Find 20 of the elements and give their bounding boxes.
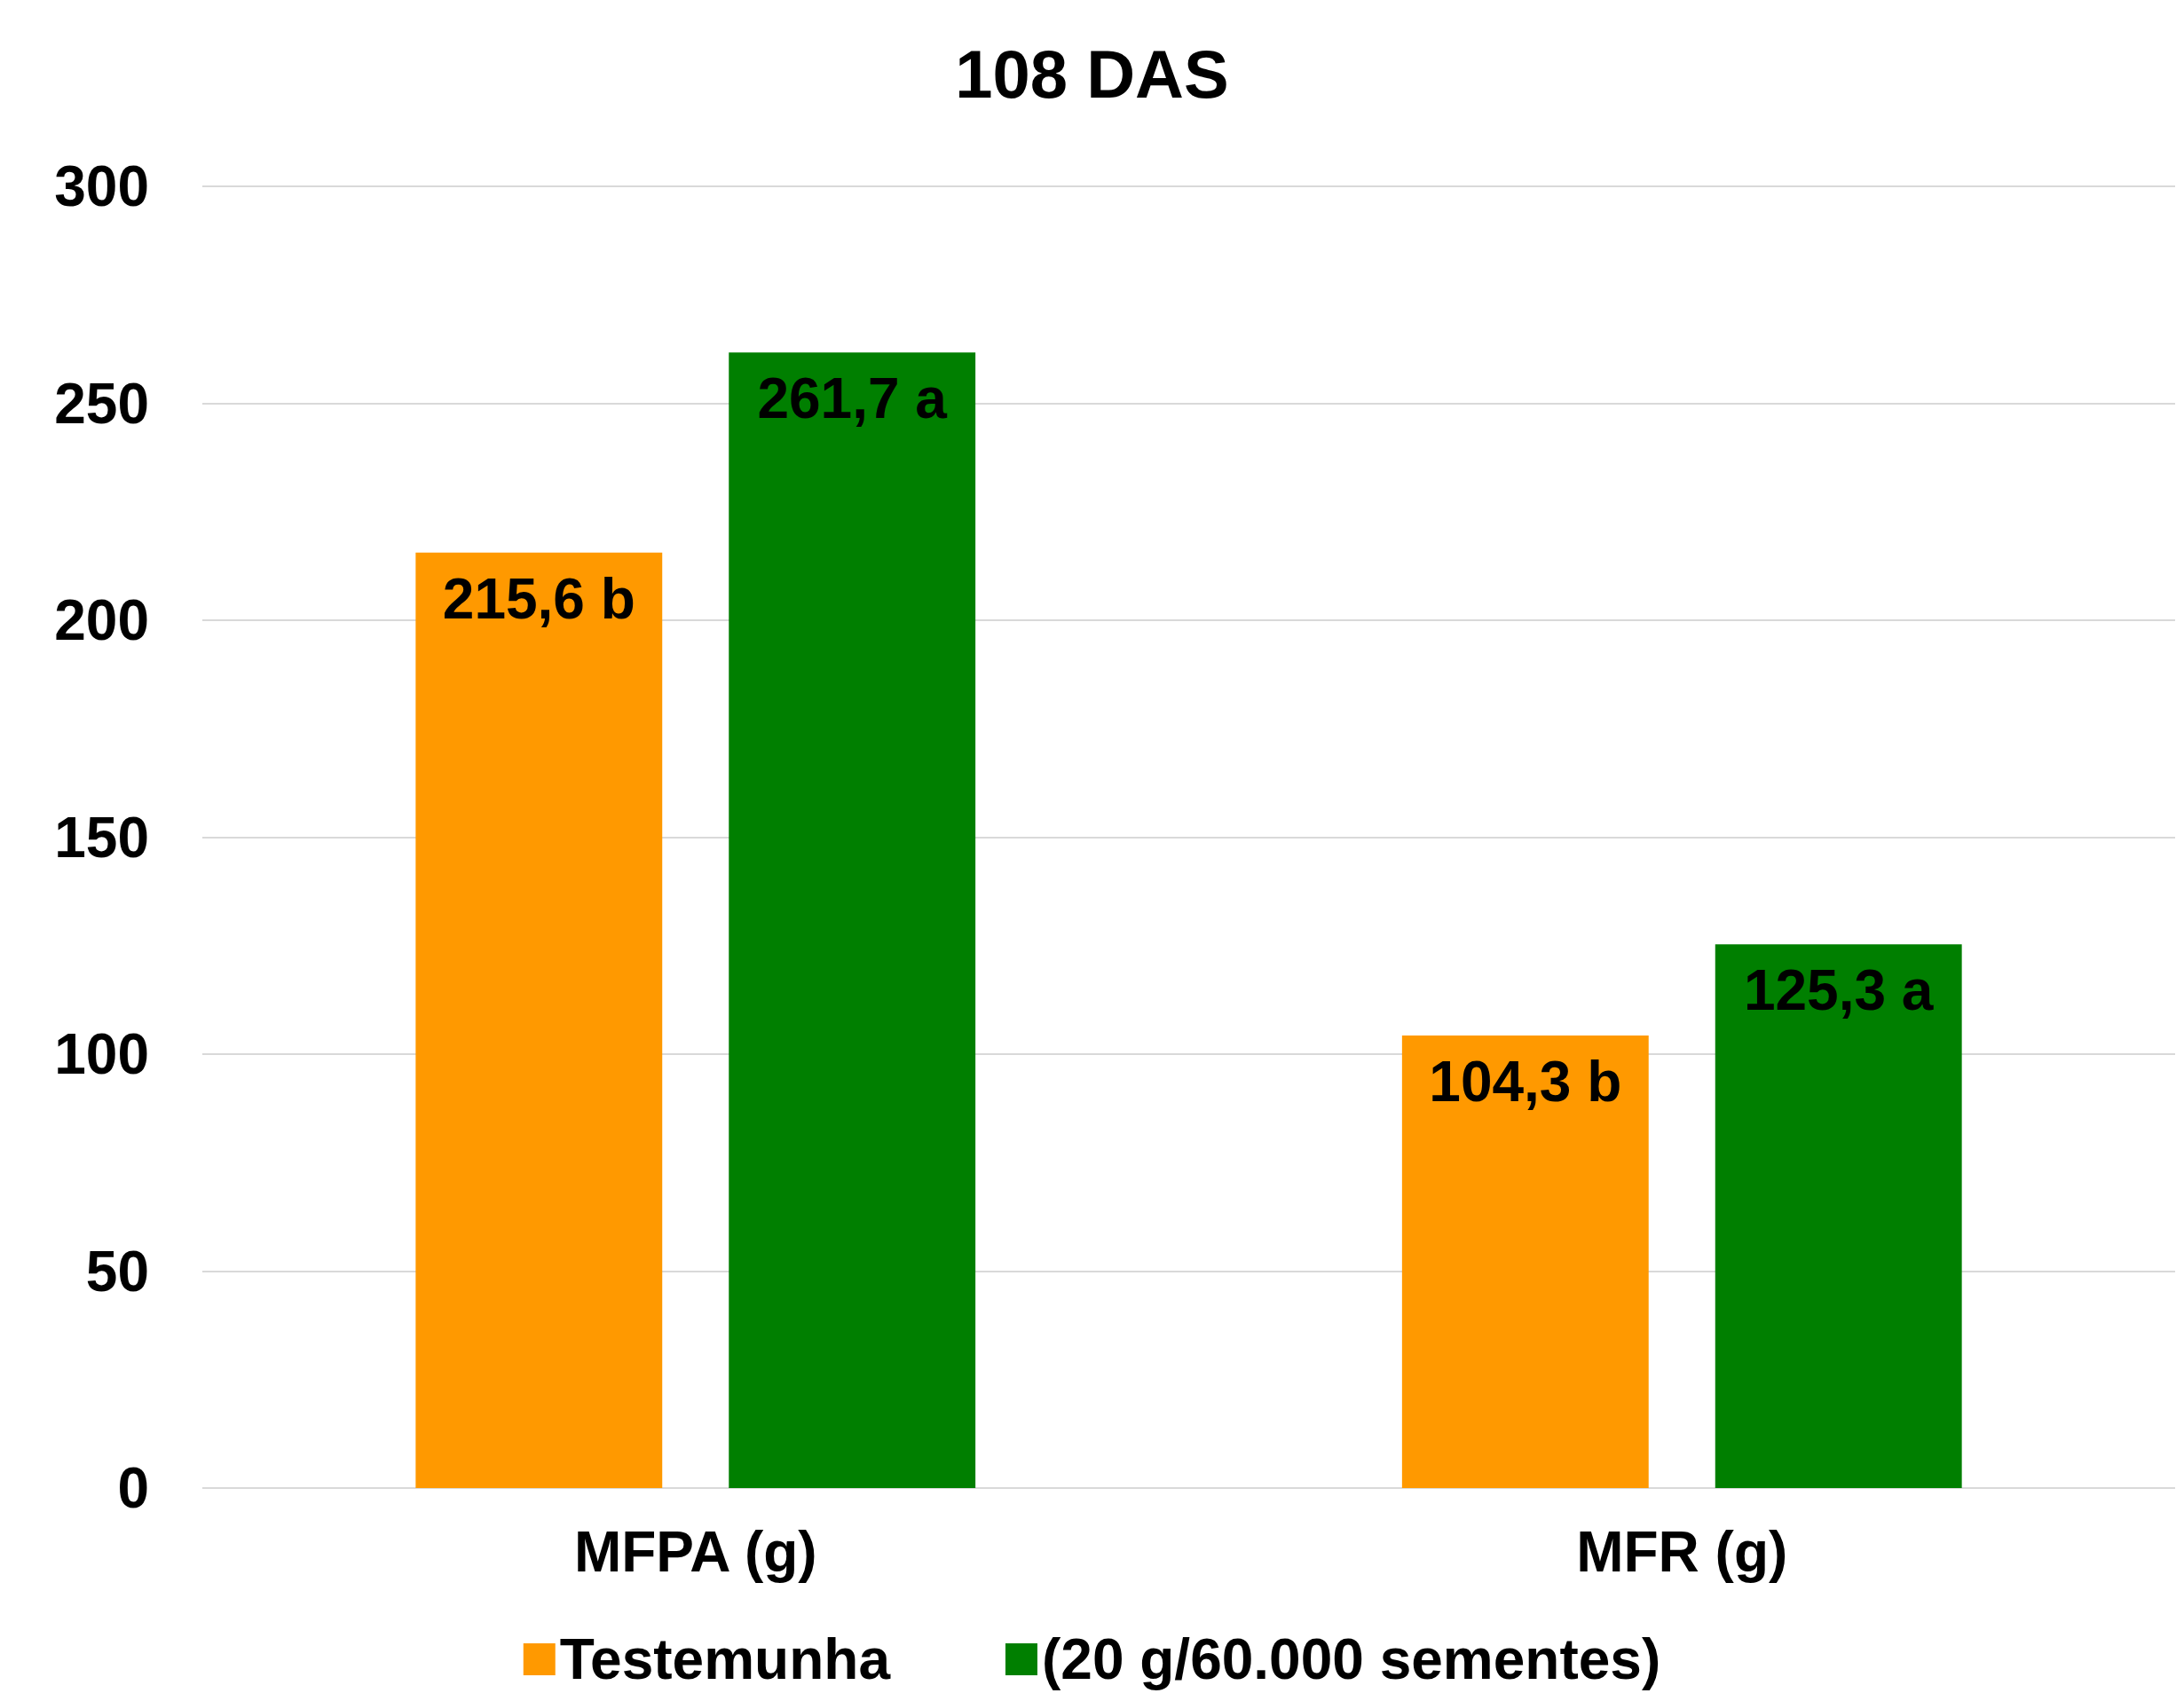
- y-tick-label: 250: [54, 371, 149, 436]
- bar: [1401, 1035, 1649, 1488]
- legend-label: Testemunha: [559, 1627, 891, 1691]
- data-label: 125,3 a: [1743, 958, 1934, 1023]
- data-label: 104,3 b: [1429, 1049, 1622, 1114]
- bar: [1715, 944, 1962, 1488]
- x-tick-label: MFPA (g): [573, 1520, 817, 1584]
- y-tick-label: 50: [85, 1239, 149, 1303]
- y-tick-label: 300: [54, 154, 149, 218]
- y-tick-label: 150: [54, 805, 149, 870]
- data-label: 215,6 b: [442, 566, 635, 631]
- y-tick-label: 0: [117, 1456, 149, 1520]
- legend-label: (20 g/60.000 sementes): [1041, 1627, 1661, 1691]
- chart-title: 108 DAS: [955, 35, 1229, 112]
- bar: [415, 552, 663, 1488]
- data-label: 261,7 a: [757, 366, 948, 431]
- x-tick-label: MFR (g): [1576, 1520, 1788, 1584]
- y-tick-label: 200: [54, 588, 149, 652]
- bar: [729, 352, 976, 1488]
- y-tick-label: 100: [54, 1022, 149, 1086]
